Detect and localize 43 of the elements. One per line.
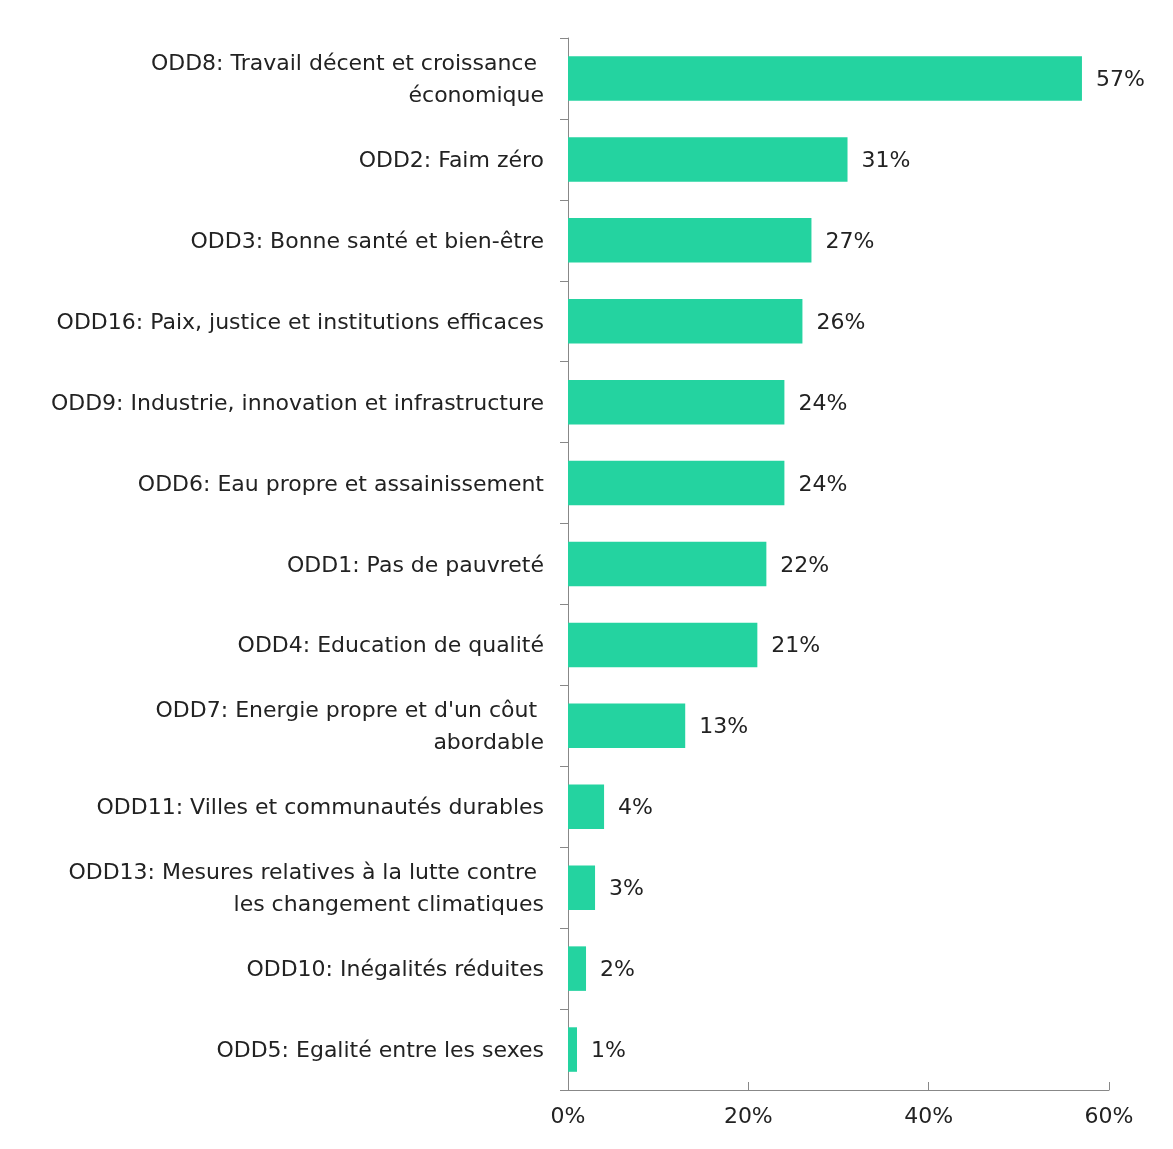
x-tick-label: 0%: [550, 1102, 586, 1128]
y-tick-label: ODD6: Eau propre et assainissement: [137, 470, 545, 496]
data-label: 2%: [600, 956, 635, 982]
data-label: 21%: [771, 632, 821, 658]
data-label: 1%: [591, 1037, 626, 1063]
data-label: 4%: [618, 794, 653, 820]
data-label: 26%: [816, 308, 866, 334]
data-label: 22%: [780, 551, 830, 577]
bar: [568, 379, 785, 425]
x-tick-label: 60%: [1084, 1102, 1134, 1128]
y-tick-label: ODD11: Villes et communautés durables: [96, 794, 544, 820]
x-tick-label: 20%: [723, 1102, 773, 1128]
bar: [568, 56, 1082, 101]
data-label: 27%: [825, 227, 875, 253]
data-label: 31%: [861, 146, 911, 172]
bar: [568, 298, 803, 344]
bar: [568, 865, 596, 910]
y-tick-label: ODD8: Travail décent et croissance économique: [150, 49, 544, 107]
y-tick-label: ODD10: Inégalités réduites: [246, 956, 544, 982]
bar: [568, 1027, 578, 1072]
y-tick-label: ODD5: Egalité entre les sexes: [216, 1037, 544, 1063]
bar: [568, 218, 812, 263]
bar: [568, 622, 758, 668]
x-tick-label: 40%: [904, 1102, 954, 1128]
bar: [568, 784, 605, 830]
data-label: 57%: [1095, 65, 1145, 91]
bar: [568, 703, 686, 749]
bar: [568, 541, 767, 587]
y-tick-label: ODD7: Energie propre et d'un côut abordable: [155, 697, 544, 755]
y-tick-label: ODD3: Bonne santé et bien-être: [190, 227, 544, 253]
y-tick-label: ODD9: Industrie, innovation et infrastructure: [50, 389, 544, 415]
y-tick-label: ODD1: Pas de pauvreté: [287, 551, 544, 577]
bar: [568, 137, 848, 182]
data-label: 3%: [609, 875, 644, 901]
y-tick-label: ODD13: Mesures relatives à la lutte contre les changement climatiques: [68, 859, 544, 917]
y-tick-label: ODD4: Education de qualité: [237, 632, 544, 658]
data-label: 13%: [699, 713, 749, 739]
data-label: 24%: [798, 389, 848, 415]
data-label: 24%: [798, 470, 848, 496]
y-tick-label: ODD2: Faim zéro: [358, 146, 544, 172]
bar: [568, 946, 587, 991]
bar: [568, 460, 785, 506]
y-tick-label: ODD16: Paix, justice et institutions efficaces: [56, 308, 544, 334]
